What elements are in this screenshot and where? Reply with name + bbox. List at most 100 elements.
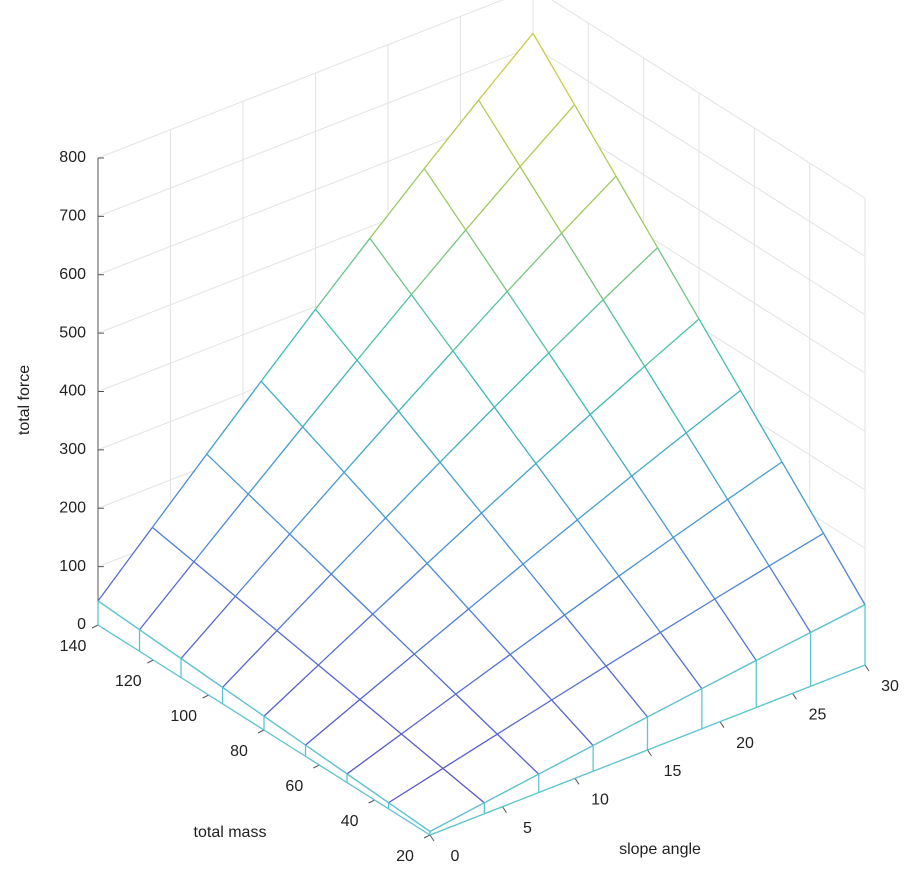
mesh-edge xyxy=(548,299,604,354)
mesh-edge xyxy=(423,99,480,169)
mesh-face xyxy=(427,513,523,609)
mesh-edge xyxy=(263,664,319,717)
curtain-edge xyxy=(647,688,703,718)
mesh-edge xyxy=(356,294,412,361)
mesh-edge xyxy=(602,299,646,367)
mesh-edge xyxy=(452,350,495,408)
mesh-edge xyxy=(369,237,412,296)
mesh-face xyxy=(315,238,412,361)
mesh-edge xyxy=(522,563,566,616)
mesh-edge xyxy=(768,565,812,633)
mesh-face xyxy=(289,472,386,575)
tick-mark xyxy=(792,693,797,700)
curtain-edge xyxy=(429,802,485,833)
mesh-edge xyxy=(206,453,249,495)
z-tick-label: 200 xyxy=(59,499,86,516)
mesh-face xyxy=(235,534,332,631)
mesh-edge xyxy=(372,613,415,655)
mesh-edge xyxy=(573,104,617,177)
curtain-edge xyxy=(701,659,757,690)
curtain-edge xyxy=(263,715,306,746)
mesh-edge xyxy=(685,389,741,434)
mesh-edge xyxy=(561,175,617,234)
mesh-edge xyxy=(496,733,540,775)
mesh-edge xyxy=(548,352,591,415)
mesh-face xyxy=(206,381,303,495)
mesh-face xyxy=(98,527,194,630)
mesh-edge xyxy=(247,493,291,535)
mesh-edge xyxy=(768,532,824,567)
mesh-edge xyxy=(151,526,195,563)
mesh-face xyxy=(318,614,415,700)
curtain-edge xyxy=(97,600,140,631)
mesh-edge xyxy=(346,733,402,775)
tick-mark xyxy=(202,694,209,699)
z-axis-label: total force xyxy=(16,365,33,435)
mesh-edge xyxy=(151,453,208,528)
mesh-edge xyxy=(522,519,578,565)
mesh-edge xyxy=(781,461,825,534)
curtain-edge xyxy=(755,631,811,662)
curtain-base xyxy=(263,729,306,757)
mesh-face xyxy=(465,166,562,292)
tick-mark xyxy=(147,659,154,664)
z-tick-label: 400 xyxy=(59,383,86,400)
mesh-face xyxy=(398,350,495,463)
mesh-edge xyxy=(276,573,332,632)
mesh-edge xyxy=(413,608,470,655)
tick-mark xyxy=(429,834,435,842)
mesh-face xyxy=(372,563,469,655)
mesh-face xyxy=(369,168,466,295)
y-tick-label: 20 xyxy=(396,848,414,865)
mesh-edge xyxy=(496,699,552,735)
mesh-edge xyxy=(519,104,575,168)
mesh-edge xyxy=(465,229,508,292)
mesh-edge xyxy=(439,461,483,514)
mesh-edge xyxy=(561,232,604,301)
mesh-edge xyxy=(314,308,358,361)
mesh-edge xyxy=(260,308,317,382)
mesh-edge xyxy=(247,426,304,495)
mesh-edge xyxy=(385,461,441,519)
mesh-edge xyxy=(305,699,361,746)
mesh-edge xyxy=(385,517,428,564)
mesh-edge xyxy=(672,498,728,539)
mesh-edge xyxy=(685,432,729,500)
mesh-edge xyxy=(605,631,661,667)
mesh-edge xyxy=(659,632,703,690)
tick-mark xyxy=(313,764,320,769)
curtain-base xyxy=(139,650,182,679)
mesh-edge xyxy=(442,767,485,804)
z-tick-label: 600 xyxy=(59,266,86,283)
mesh-edge xyxy=(564,575,620,616)
mesh-edge xyxy=(372,562,428,615)
mesh-face xyxy=(686,390,782,500)
curtain-base xyxy=(346,781,389,810)
y-tick-label: 100 xyxy=(170,708,197,725)
mesh-face xyxy=(714,565,811,661)
mesh-edge xyxy=(356,359,400,412)
mesh-edge xyxy=(234,533,291,597)
mesh-edge xyxy=(343,471,387,519)
mesh-edge xyxy=(455,693,498,735)
mesh-edge xyxy=(410,229,467,296)
mesh-edge xyxy=(423,168,467,231)
mesh-edge xyxy=(589,414,633,477)
mesh-edge xyxy=(739,390,783,463)
mesh-edge xyxy=(727,499,770,567)
mesh-face xyxy=(276,574,373,666)
y-tick-label: 140 xyxy=(60,638,87,655)
mesh-edge xyxy=(397,410,441,463)
mesh-edge xyxy=(234,595,278,632)
mesh-edge xyxy=(468,608,511,655)
tick-mark xyxy=(423,834,431,839)
mesh-face xyxy=(261,309,357,427)
z-tick-label: 800 xyxy=(59,149,86,166)
x-tick-label: 0 xyxy=(451,848,460,865)
curtain-base xyxy=(97,624,140,652)
mesh-edge xyxy=(631,475,674,538)
mesh-face xyxy=(305,699,402,774)
mesh-edge xyxy=(602,247,658,301)
x-tick-label: 15 xyxy=(664,763,682,780)
mesh-edge xyxy=(506,232,563,292)
